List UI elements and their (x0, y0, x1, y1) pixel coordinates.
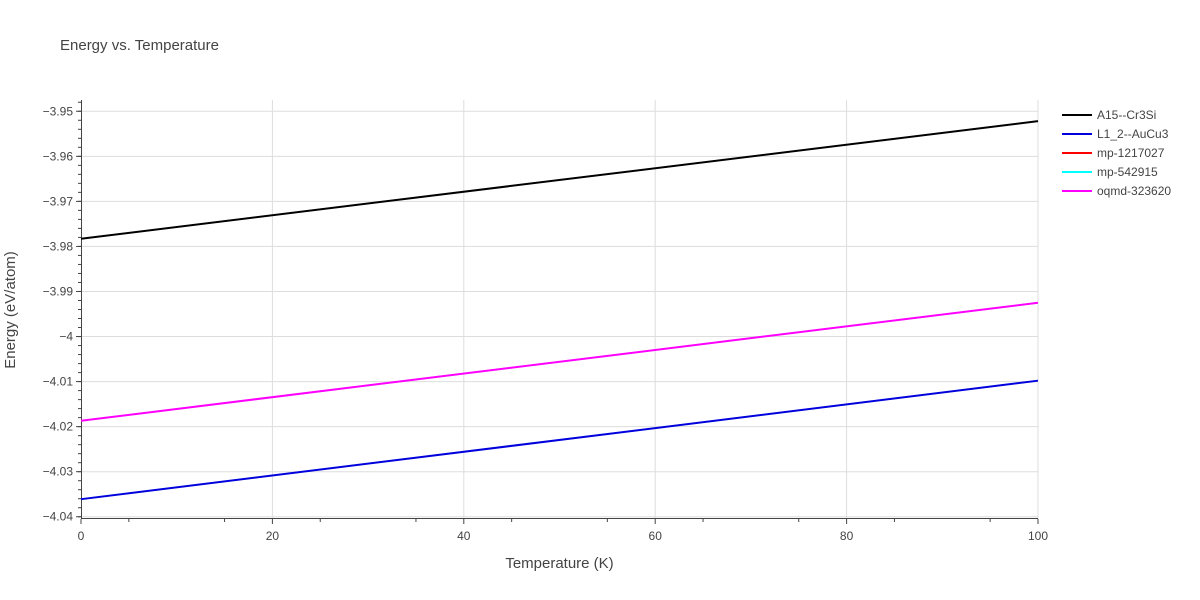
y-tick-label: −3.98 (43, 239, 74, 253)
x-tick-label: 100 (1028, 529, 1048, 543)
y-tick-label: −3.97 (43, 194, 74, 208)
x-tick-label: 0 (78, 529, 85, 543)
y-tick-label: −3.96 (43, 149, 74, 163)
y-tick-label: −4.02 (43, 420, 74, 434)
axes (81, 100, 1038, 519)
legend-label: L1_2--AuCu3 (1097, 127, 1169, 141)
y-tick-label: −4 (59, 330, 73, 344)
y-axis-label: Energy (eV/atom) (2, 251, 19, 369)
legend-label: mp-1217027 (1097, 146, 1165, 160)
y-tick-label: −3.99 (43, 284, 74, 298)
series-line-oqmd-323620 (80, 301, 1039, 422)
y-tick-label: −4.01 (43, 375, 74, 389)
legend-label: oqmd-323620 (1097, 184, 1171, 198)
x-tick-label: 60 (649, 529, 663, 543)
legend: A15--Cr3Si L1_2--AuCu3 mp-1217027 mp-542915… (1062, 108, 1171, 198)
series-line-A15--Cr3Si (80, 120, 1039, 240)
x-tick-label: 40 (457, 529, 471, 543)
y-tick-label: −3.95 (43, 104, 74, 118)
y-tick-label: −4.03 (43, 465, 74, 479)
x-axis-label: Temperature (K) (505, 555, 613, 572)
x-tick-label: 20 (266, 529, 280, 543)
legend-label: A15--Cr3Si (1097, 108, 1156, 122)
plot-series (80, 120, 1039, 501)
y-tick-label: −4.04 (43, 510, 74, 524)
chart-title: Energy vs. Temperature (60, 37, 219, 54)
x-tick-label: 80 (840, 529, 854, 543)
series-line-L1_2--AuCu3 (80, 379, 1039, 501)
axis-ticks: 0 20 40 60 80 100 −3.95 −3.96 −3.97 −3.98 −3.99 −4 −… (43, 101, 1048, 543)
grid-lines (81, 100, 1039, 519)
legend-label: mp-542915 (1097, 165, 1158, 179)
